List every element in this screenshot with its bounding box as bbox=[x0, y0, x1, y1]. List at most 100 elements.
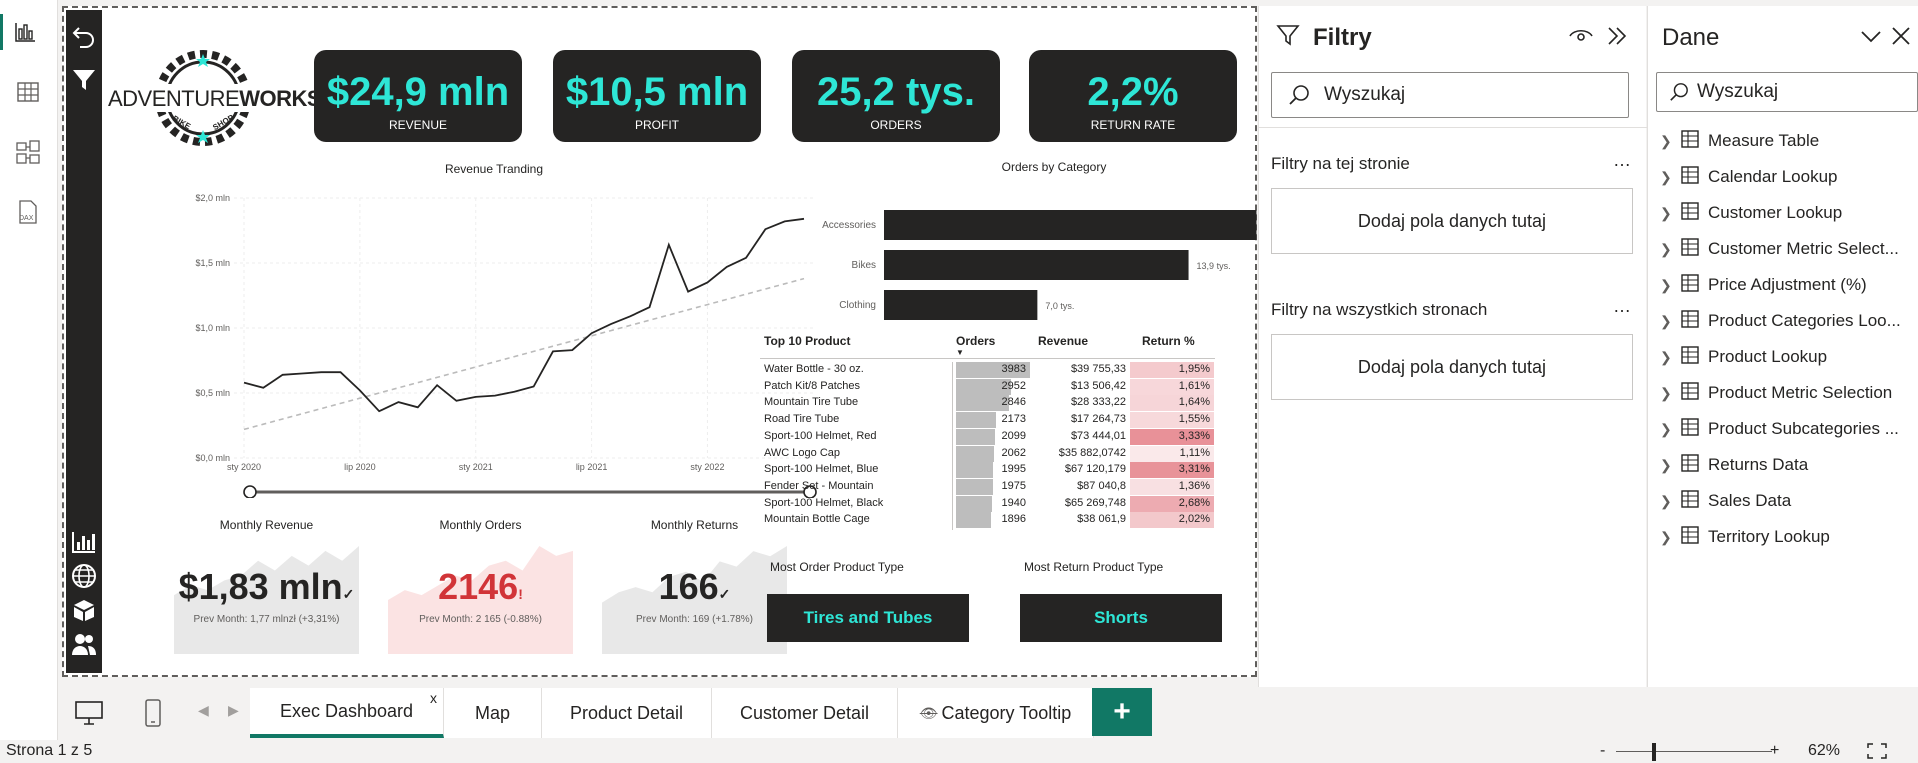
category-bar[interactable] bbox=[884, 290, 1038, 320]
card-value: 2146! bbox=[388, 566, 573, 608]
customers-people-icon[interactable] bbox=[70, 630, 98, 658]
expand-chevron-icon[interactable]: ❯ bbox=[1660, 420, 1672, 437]
eye-icon[interactable] bbox=[1569, 26, 1593, 51]
data-tree-item[interactable]: ❯ Product Subcategories ... bbox=[1660, 414, 1899, 444]
product-box-icon[interactable] bbox=[70, 596, 98, 624]
collapse-chevron-icon[interactable] bbox=[1605, 24, 1629, 53]
desktop-layout-icon[interactable] bbox=[74, 700, 104, 731]
data-tree-item[interactable]: ❯ Sales Data bbox=[1660, 486, 1791, 516]
more-options-icon[interactable]: … bbox=[1613, 296, 1631, 316]
most-return-value[interactable]: Shorts bbox=[1020, 594, 1222, 642]
expand-chevron-icon[interactable]: ❯ bbox=[1660, 384, 1672, 401]
kpi-orders[interactable]: 25,2 tys. ORDERS bbox=[792, 50, 1000, 142]
filters-search-input[interactable]: Wyszukaj bbox=[1271, 72, 1629, 118]
data-tree-item[interactable]: ❯ Product Lookup bbox=[1660, 342, 1827, 372]
expand-chevron-icon[interactable]: ❯ bbox=[1660, 528, 1672, 545]
table-row[interactable]: Water Bottle - 30 oz. 3983 $39 755,33 1,95% bbox=[760, 362, 1215, 379]
data-tree-item[interactable]: ❯ Price Adjustment (%) bbox=[1660, 270, 1867, 300]
table-row[interactable]: Road Tire Tube 2173 $17 264,73 1,55% bbox=[760, 412, 1215, 429]
expand-chevron-icon[interactable]: ❯ bbox=[1660, 276, 1672, 293]
expand-chevron-icon[interactable]: ❯ bbox=[1660, 132, 1672, 149]
kpi-return-rate[interactable]: 2,2% RETURN RATE bbox=[1029, 50, 1237, 142]
monthly-orders-card[interactable]: 2146! Prev Month: 2 165 (-0.88%) bbox=[388, 540, 573, 654]
dax-query-view-icon[interactable]: DAX bbox=[10, 194, 46, 230]
filter-funnel-icon[interactable] bbox=[70, 66, 98, 94]
expand-chevron-icon[interactable]: ❯ bbox=[1660, 168, 1672, 185]
expand-chevron-icon[interactable]: ❯ bbox=[1660, 456, 1672, 473]
kpi-revenue[interactable]: $24,9 mln REVENUE bbox=[314, 50, 522, 142]
zoom-in-button[interactable]: + bbox=[1770, 742, 1780, 759]
expand-chevron-icon[interactable]: ❯ bbox=[1660, 492, 1672, 509]
data-search-input[interactable]: Wyszukaj bbox=[1656, 72, 1918, 112]
tab-label: Customer Detail bbox=[739, 702, 870, 723]
prev-page-arrow-icon[interactable]: ◀ bbox=[198, 702, 209, 718]
page-tab[interactable]: Customer Detail bbox=[712, 688, 898, 738]
data-tree-item[interactable]: ❯ Territory Lookup bbox=[1660, 522, 1830, 552]
top10-product-table[interactable]: Top 10 Product Orders Revenue Return % ▼… bbox=[760, 334, 1215, 534]
page-filters-dropzone[interactable]: Dodaj pola danych tutaj bbox=[1271, 188, 1633, 254]
data-tree-item[interactable]: ❯ Product Categories Loo... bbox=[1660, 306, 1901, 336]
page-tab[interactable]: Exec Dashboard x bbox=[250, 688, 444, 738]
col-header-revenue[interactable]: Revenue bbox=[1038, 334, 1089, 348]
col-header-product[interactable]: Top 10 Product bbox=[764, 334, 851, 348]
y-tick-label: $2,0 mln bbox=[195, 193, 230, 203]
mobile-layout-icon[interactable] bbox=[144, 698, 162, 733]
zoom-slider-track[interactable] bbox=[1616, 751, 1772, 752]
add-page-button[interactable]: + bbox=[1092, 688, 1152, 736]
tab-label: Map bbox=[474, 702, 510, 723]
table-row[interactable]: Mountain Bottle Cage 1896 $38 061,9 2,02% bbox=[760, 512, 1215, 529]
page-tab[interactable]: Product Detail bbox=[542, 688, 712, 738]
y-tick-label: $1,5 mln bbox=[195, 258, 230, 268]
monthly-returns-card[interactable]: 166✓ Prev Month: 169 (+1.78%) bbox=[602, 540, 787, 654]
close-tab-button[interactable]: x bbox=[430, 690, 437, 706]
model-view-icon[interactable] bbox=[10, 134, 46, 170]
next-page-arrow-icon[interactable]: ▶ bbox=[228, 702, 239, 718]
all-pages-filters-dropzone[interactable]: Dodaj pola danych tutaj bbox=[1271, 334, 1633, 400]
col-header-orders[interactable]: Orders bbox=[956, 334, 996, 348]
date-slider-end-handle[interactable] bbox=[803, 485, 817, 498]
monthly-revenue-card[interactable]: $1,83 mln✓ Prev Month: 1,77 mlnzł (+3,31%… bbox=[174, 540, 359, 654]
expand-chevron-icon[interactable]: ❯ bbox=[1660, 312, 1672, 329]
category-label: Bikes bbox=[852, 260, 876, 271]
category-bar[interactable] bbox=[884, 210, 1257, 240]
revenue-series-line[interactable] bbox=[243, 217, 805, 413]
zoom-slider-thumb[interactable] bbox=[1652, 743, 1656, 761]
globe-map-icon[interactable] bbox=[70, 562, 98, 590]
data-tree-item[interactable]: ❯ Calendar Lookup bbox=[1660, 162, 1837, 192]
table-row[interactable]: AWC Logo Cap 2062 $35 882,0742 1,11% bbox=[760, 445, 1215, 463]
report-view-icon[interactable] bbox=[0, 14, 46, 50]
revenue-trend-line-chart[interactable]: $0,0 mln $0,5 mln $1,0 mln $1,5 mln $2,0 mln… bbox=[164, 178, 824, 498]
bar-chart-page-icon[interactable] bbox=[70, 528, 98, 556]
table-row[interactable]: Sport-100 Helmet, Red 2099 $73 444,01 3,33% bbox=[760, 428, 1215, 446]
data-tree-item[interactable]: ❯ Product Metric Selection bbox=[1660, 378, 1892, 408]
zoom-out-button[interactable]: - bbox=[1600, 742, 1606, 759]
data-tree-item[interactable]: ❯ Customer Metric Select... bbox=[1660, 234, 1899, 264]
data-tree-item[interactable]: ❯ Measure Table bbox=[1660, 126, 1819, 156]
expand-chevron-icon[interactable]: ❯ bbox=[1660, 204, 1672, 221]
chevron-down-icon[interactable] bbox=[1860, 26, 1882, 51]
data-tree-item[interactable]: ❯ Returns Data bbox=[1660, 450, 1808, 480]
expand-chevron-icon[interactable]: ❯ bbox=[1660, 348, 1672, 365]
kpi-profit[interactable]: $10,5 mln PROFIT bbox=[553, 50, 761, 142]
date-slider-start-handle[interactable] bbox=[243, 485, 257, 498]
expand-chevron-icon[interactable]: ❯ bbox=[1660, 240, 1672, 257]
table-row[interactable]: Mountain Tire Tube 2846 $28 333,22 1,64% bbox=[760, 395, 1215, 412]
table-row[interactable]: Fender Set - Mountain 1975 $87 040,8 1,36% bbox=[760, 478, 1215, 496]
data-tree-item[interactable]: ❯ Customer Lookup bbox=[1660, 198, 1842, 228]
table-row[interactable]: Patch Kit/8 Patches 2952 $13 506,42 1,61% bbox=[760, 378, 1215, 396]
back-arrow-icon[interactable] bbox=[70, 22, 98, 50]
zoom-level[interactable]: 62% bbox=[1808, 742, 1841, 759]
page-tab[interactable]: Map bbox=[444, 688, 542, 738]
close-icon[interactable] bbox=[1891, 26, 1911, 51]
col-header-return[interactable]: Return % bbox=[1142, 334, 1195, 348]
category-bar[interactable] bbox=[884, 250, 1189, 280]
table-row[interactable]: Sport-100 Helmet, Black 1940 $65 269,748 2,… bbox=[760, 495, 1215, 513]
most-order-value[interactable]: Tires and Tubes bbox=[767, 594, 969, 642]
page-tab[interactable]: 👁 Category Tooltip bbox=[898, 688, 1094, 738]
more-options-icon[interactable]: … bbox=[1613, 150, 1631, 170]
fit-to-page-icon[interactable] bbox=[1866, 742, 1888, 763]
table-view-icon[interactable] bbox=[10, 74, 46, 110]
table-row[interactable]: Sport-100 Helmet, Blue 1995 $67 120,179 3,3… bbox=[760, 462, 1215, 479]
y-tick-label: $1,0 mln bbox=[195, 323, 230, 333]
